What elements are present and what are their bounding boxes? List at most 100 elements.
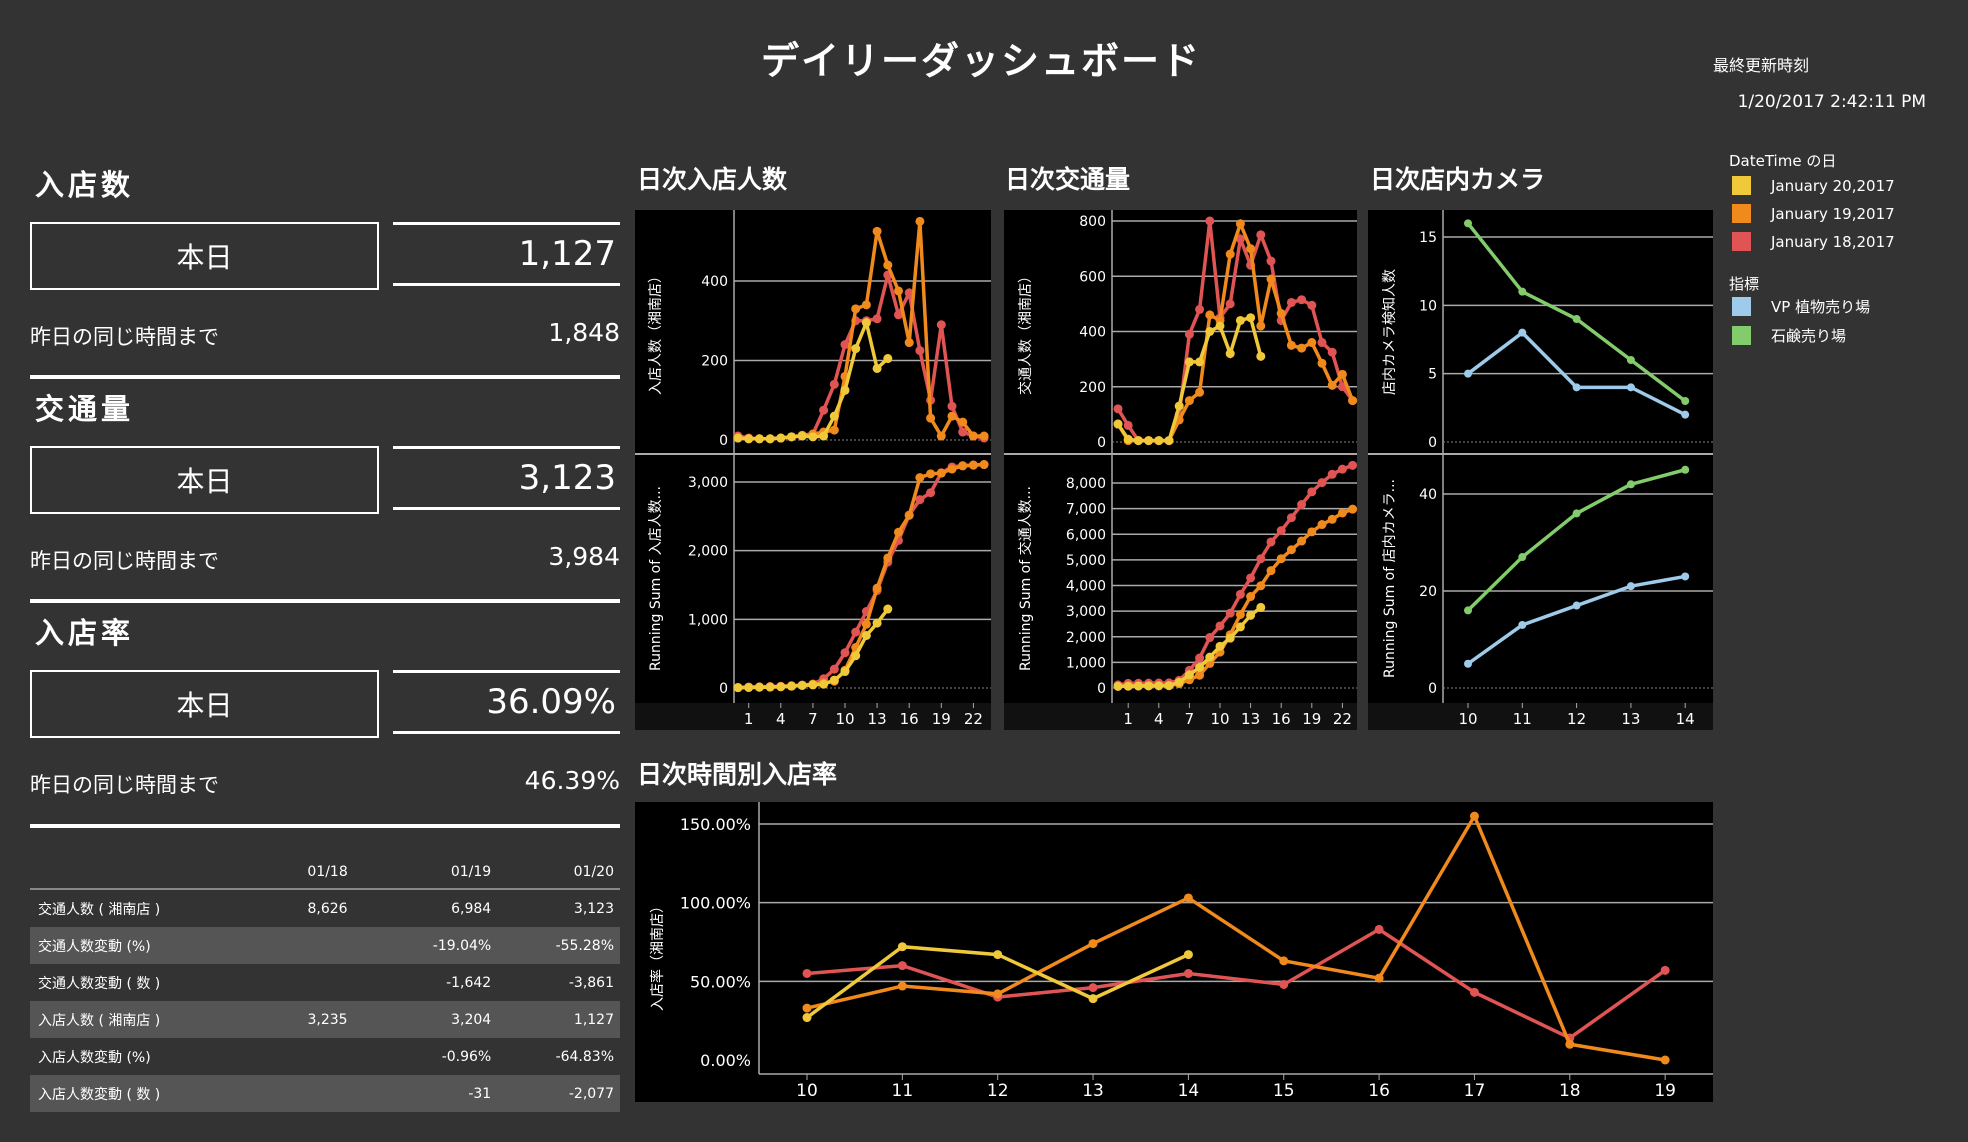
data-point [883, 604, 893, 614]
data-point [872, 226, 882, 236]
data-point [1174, 677, 1184, 687]
legend-item[interactable]: January 19,2017 [1732, 204, 1895, 223]
table-cell: -1,642 [446, 974, 492, 991]
data-point [829, 425, 839, 435]
y-tick-label: 3,000 [1066, 604, 1106, 620]
data-point [1256, 554, 1266, 564]
data-point [926, 488, 936, 498]
data-point [1348, 460, 1358, 470]
y-axis-label: Running Sum of 入店人数... [648, 486, 664, 671]
table-cell: 入店人数変動 ( 数 ) [30, 1075, 286, 1112]
comparison-table: 01/18 01/19 01/20 交通人数 ( 湘南店 ) 8,626 6,984… [30, 856, 620, 1112]
data-point [1246, 313, 1256, 323]
data-point [1184, 329, 1194, 339]
today-button[interactable]: 本日 [30, 222, 379, 290]
kpi-title: 入店数 [35, 168, 135, 202]
data-point [1572, 383, 1581, 392]
data-point [1307, 487, 1317, 497]
series-line [806, 812, 1666, 1062]
x-tick-label: 15 [1273, 1081, 1295, 1101]
legend-item[interactable]: January 18,2017 [1732, 232, 1895, 251]
y-tick-label: 15 [1419, 230, 1437, 246]
legend-label: January 20,2017 [1771, 176, 1895, 195]
data-point [1297, 343, 1307, 353]
x-tick-label: 16 [1368, 1081, 1390, 1101]
data-point [1184, 357, 1194, 367]
y-tick-label: 5 [1428, 367, 1437, 383]
x-tick-label: 4 [776, 710, 786, 728]
data-point [1327, 469, 1337, 479]
table-cell [285, 1075, 375, 1112]
legend-item[interactable]: VP 植物売り場 [1732, 296, 1870, 317]
data-point [1297, 536, 1307, 546]
data-point [1088, 983, 1098, 993]
y-tick-label: 6,000 [1066, 527, 1106, 543]
data-point [1225, 349, 1235, 359]
data-point [1225, 249, 1235, 259]
table-cell [285, 927, 375, 964]
data-point [1123, 681, 1133, 691]
legend-item[interactable]: 石鹸売り場 [1732, 325, 1846, 346]
data-point [1327, 514, 1337, 524]
today-button[interactable]: 本日 [30, 446, 379, 514]
data-point [829, 675, 839, 685]
y-tick-label: 20 [1419, 584, 1437, 600]
chart-panel [1368, 210, 1713, 730]
data-point [979, 460, 989, 470]
data-point [1256, 321, 1266, 331]
data-point [776, 433, 786, 443]
table-cell: 交通人数変動 (%) [30, 927, 286, 964]
x-tick-label: 14 [1676, 710, 1695, 728]
data-point [926, 413, 936, 423]
table-cell: -31 [374, 1075, 498, 1112]
data-point [1205, 310, 1215, 320]
data-point [851, 651, 861, 661]
data-point [1183, 950, 1193, 960]
data-point [883, 354, 893, 364]
x-tick-label: 19 [932, 710, 951, 728]
data-point [1327, 347, 1337, 357]
x-axis-strip [1004, 703, 1357, 730]
data-point [1681, 465, 1690, 474]
data-point [1113, 681, 1123, 691]
data-point [1317, 478, 1327, 488]
data-point [1626, 480, 1635, 489]
data-point [1235, 622, 1245, 632]
prev-value: 3,984 [548, 542, 620, 571]
table-cell: -3,861 [568, 974, 614, 991]
x-tick-label: 16 [1272, 710, 1291, 728]
y-tick-label: 1,000 [1066, 655, 1106, 671]
data-point [1184, 396, 1194, 406]
data-point [926, 469, 936, 479]
data-point [1660, 965, 1670, 975]
data-point [1246, 244, 1256, 254]
today-button[interactable]: 本日 [30, 670, 379, 738]
data-point [1572, 315, 1581, 323]
x-tick-label: 22 [1333, 710, 1352, 728]
data-point [1123, 420, 1133, 430]
legend-item[interactable]: January 20,2017 [1732, 176, 1895, 195]
data-point [1256, 351, 1266, 361]
data-point [1317, 520, 1327, 530]
data-point [1266, 537, 1276, 547]
data-point [1626, 356, 1635, 364]
x-tick-label: 16 [900, 710, 919, 728]
data-point [915, 495, 925, 505]
data-point [1266, 274, 1276, 284]
data-point [915, 216, 925, 226]
data-point [840, 648, 850, 658]
x-tick-label: 19 [1302, 710, 1321, 728]
data-point [1144, 436, 1154, 446]
y-tick-label: 150.00% [680, 815, 751, 834]
data-point [1681, 410, 1690, 419]
data-point [754, 682, 764, 692]
data-point [894, 310, 903, 320]
data-point [1307, 300, 1317, 310]
data-point [861, 318, 871, 328]
y-axis-label: 入店率（湘南店） [649, 899, 666, 1011]
y-tick-label: 800 [1079, 214, 1106, 230]
data-point [968, 431, 978, 441]
table-header [30, 856, 286, 890]
y-axis-label: 交通人数（湘南店） [1017, 269, 1034, 395]
data-point [1518, 328, 1527, 337]
